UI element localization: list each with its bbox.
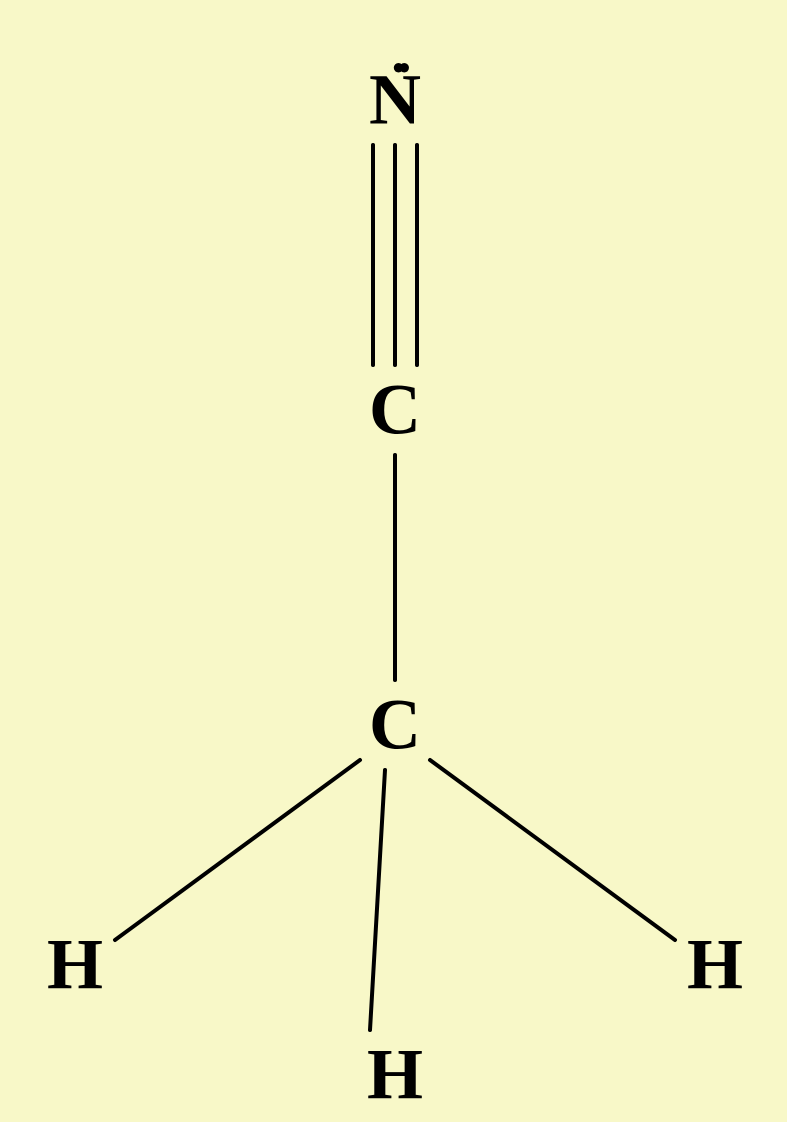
- atom-C2: C: [369, 684, 421, 767]
- atom-H1: H: [47, 924, 103, 1007]
- atom-H3: H: [687, 924, 743, 1007]
- atom-N: N: [369, 59, 421, 142]
- atom-H2: H: [367, 1034, 423, 1117]
- atom-C1: C: [369, 369, 421, 452]
- lewis-structure-canvas: .. N C C H H H: [0, 0, 787, 1122]
- bonds-layer: [0, 0, 787, 1122]
